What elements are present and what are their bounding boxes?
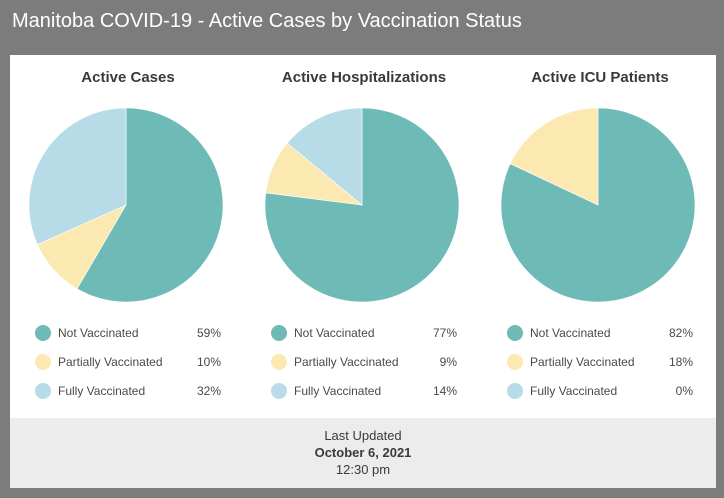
charts-panel: Active Cases Not Vaccinated 59% Partiall… bbox=[10, 55, 716, 418]
legend-value: 14% bbox=[432, 384, 457, 398]
legend-label: Partially Vaccinated bbox=[530, 355, 635, 369]
legend: Not Vaccinated 82% Partially Vaccinated … bbox=[507, 323, 693, 410]
slice-fully-vaccinated[interactable] bbox=[286, 107, 363, 206]
legend-value: 0% bbox=[675, 384, 693, 398]
legend: Not Vaccinated 77% Partially Vaccinated … bbox=[271, 323, 457, 410]
legend-item-partially-vaccinated: Partially Vaccinated 9% bbox=[271, 352, 457, 381]
last-updated-footer: Last Updated October 6, 2021 12:30 pm bbox=[10, 418, 716, 488]
legend: Not Vaccinated 59% Partially Vaccinated … bbox=[35, 323, 221, 410]
last-updated-time: 12:30 pm bbox=[335, 462, 391, 477]
legend-label: Fully Vaccinated bbox=[294, 384, 382, 398]
legend-item-fully-vaccinated: Fully Vaccinated 14% bbox=[271, 381, 457, 410]
slice-not-vaccinated[interactable] bbox=[76, 107, 224, 303]
legend-label: Not Vaccinated bbox=[530, 326, 611, 340]
legend-value: 9% bbox=[439, 355, 457, 369]
chart-title: Active Cases bbox=[81, 69, 175, 86]
legend-label: Fully Vaccinated bbox=[530, 384, 618, 398]
legend-item-not-vaccinated: Not Vaccinated 82% bbox=[507, 323, 693, 352]
legend-item-partially-vaccinated: Partially Vaccinated 18% bbox=[507, 352, 693, 381]
chart-title: Active Hospitalizations bbox=[281, 69, 447, 86]
legend-item-fully-vaccinated: Fully Vaccinated 0% bbox=[507, 381, 693, 410]
chart-title: Active ICU Patients bbox=[531, 69, 669, 86]
legend-label: Partially Vaccinated bbox=[58, 355, 163, 369]
legend-swatch-partially-vaccinated bbox=[35, 354, 51, 370]
legend-item-not-vaccinated: Not Vaccinated 77% bbox=[271, 323, 457, 352]
legend-swatch-fully-vaccinated bbox=[35, 383, 51, 399]
legend-swatch-not-vaccinated bbox=[507, 325, 523, 341]
legend-swatch-not-vaccinated bbox=[35, 325, 51, 341]
legend-swatch-not-vaccinated bbox=[271, 325, 287, 341]
page-title: Manitoba COVID-19 - Active Cases by Vacc… bbox=[0, 0, 724, 42]
last-updated-date: October 6, 2021 bbox=[314, 445, 412, 460]
pie-chart-active-cases bbox=[28, 107, 224, 303]
legend-value: 32% bbox=[196, 384, 221, 398]
legend-label: Not Vaccinated bbox=[58, 326, 139, 340]
legend-swatch-fully-vaccinated bbox=[507, 383, 523, 399]
legend-item-partially-vaccinated: Partially Vaccinated 10% bbox=[35, 352, 221, 381]
legend-value: 10% bbox=[196, 355, 221, 369]
legend-item-fully-vaccinated: Fully Vaccinated 32% bbox=[35, 381, 221, 410]
legend-value: 77% bbox=[432, 326, 457, 340]
legend-swatch-fully-vaccinated bbox=[271, 383, 287, 399]
slice-partially-vaccinated[interactable] bbox=[509, 107, 599, 206]
chart-active-icu-patients: Active ICU Patients Not Vaccinated 82% P… bbox=[482, 55, 718, 418]
last-updated-label: Last Updated bbox=[324, 428, 402, 443]
legend-swatch-partially-vaccinated bbox=[271, 354, 287, 370]
legend-label: Not Vaccinated bbox=[294, 326, 375, 340]
legend-item-not-vaccinated: Not Vaccinated 59% bbox=[35, 323, 221, 352]
legend-label: Partially Vaccinated bbox=[294, 355, 399, 369]
pie-chart-active-hospitalizations bbox=[264, 107, 460, 303]
legend-value: 59% bbox=[196, 326, 221, 340]
legend-swatch-partially-vaccinated bbox=[507, 354, 523, 370]
chart-active-cases: Active Cases Not Vaccinated 59% Partiall… bbox=[10, 55, 246, 418]
pie-chart-active-icu-patients bbox=[500, 107, 696, 303]
legend-value: 82% bbox=[668, 326, 693, 340]
slice-fully-vaccinated[interactable] bbox=[28, 107, 127, 245]
legend-value: 18% bbox=[668, 355, 693, 369]
legend-label: Fully Vaccinated bbox=[58, 384, 146, 398]
chart-active-hospitalizations: Active Hospitalizations Not Vaccinated 7… bbox=[246, 55, 482, 418]
